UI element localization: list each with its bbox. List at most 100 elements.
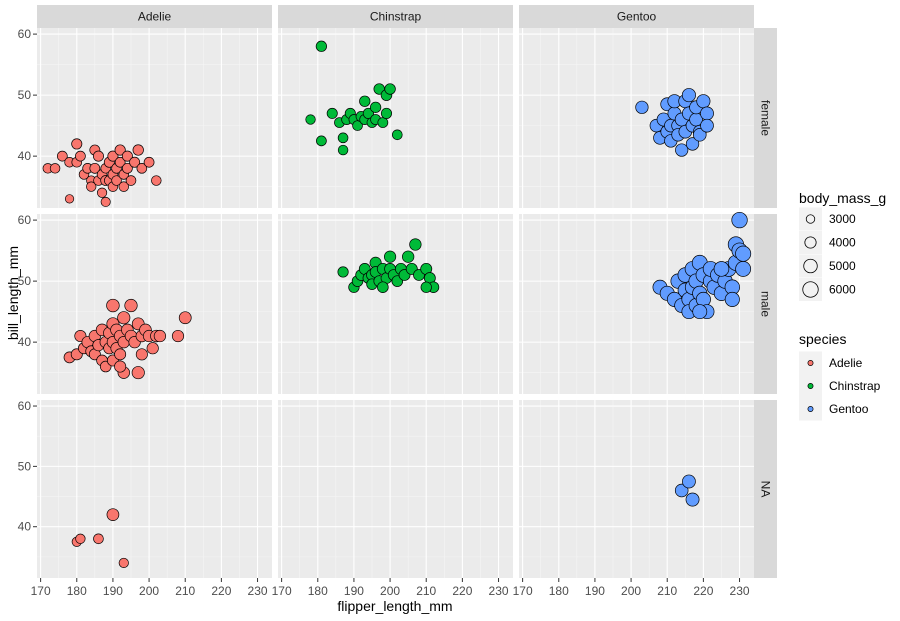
- species-legend-label: Chinstrap: [829, 379, 881, 393]
- strip-row-label: male: [759, 291, 773, 317]
- x-tick-label: 220: [452, 584, 472, 598]
- y-axis-title: bill_length_mm: [5, 246, 21, 340]
- y-tick-label: 60: [18, 27, 32, 41]
- strip-row-female: [754, 28, 777, 208]
- panel-background: [37, 400, 272, 578]
- data-point: [402, 250, 415, 263]
- data-point: [143, 156, 155, 168]
- x-tick-label: 200: [139, 584, 159, 598]
- size-legend-key-bg: [799, 254, 822, 278]
- size-legend-label: 5000: [829, 259, 856, 273]
- size-legend-key-bg: [799, 207, 822, 231]
- data-point: [685, 137, 700, 151]
- data-point: [384, 83, 396, 95]
- size-legend-label: 3000: [829, 212, 856, 226]
- strip-row-na: [754, 400, 777, 578]
- strip-col-label: Gentoo: [617, 10, 657, 24]
- data-point: [359, 95, 371, 107]
- data-point: [49, 163, 61, 174]
- panel-background: [278, 214, 513, 394]
- strip-col-adelie: [37, 5, 272, 28]
- data-point: [56, 150, 68, 162]
- data-point: [64, 194, 75, 204]
- size-legend-title: body_mass_g: [799, 190, 886, 206]
- species-legend-key: [807, 383, 814, 389]
- x-tick-label: 230: [489, 584, 509, 598]
- x-tick-label: 200: [380, 584, 400, 598]
- data-point: [337, 132, 349, 144]
- strip-col-chinstrap: [278, 5, 513, 28]
- data-point: [114, 156, 126, 168]
- panel-adelie-male: [37, 214, 272, 394]
- size-legend-key: [802, 281, 819, 298]
- legend-layer: body_mass_g 3000 4000 5000 6000 species Adelie…: [799, 190, 886, 421]
- x-tick-label: 170: [31, 584, 51, 598]
- data-point: [305, 114, 316, 125]
- data-point: [315, 40, 328, 52]
- data-point: [125, 175, 137, 186]
- panel-background: [519, 28, 754, 208]
- data-point: [135, 348, 148, 361]
- species-legend-title: species: [799, 331, 846, 347]
- x-tick-label: 180: [308, 584, 328, 598]
- data-point: [681, 88, 696, 103]
- data-point: [107, 150, 119, 162]
- data-point: [674, 483, 689, 498]
- strip-row-label: female: [759, 100, 773, 136]
- data-point: [380, 107, 393, 119]
- data-point: [124, 298, 138, 313]
- data-point: [735, 261, 752, 277]
- data-point: [352, 120, 363, 131]
- panel-background: [278, 28, 513, 208]
- data-point: [724, 291, 740, 307]
- x-tick-label: 180: [549, 584, 569, 598]
- data-point: [635, 100, 649, 114]
- panels-layer: Adelie Chinstrap Gentoo female male NA: [37, 5, 777, 578]
- data-point: [118, 557, 129, 568]
- y-tick-label: 40: [18, 520, 32, 534]
- data-point: [700, 118, 714, 133]
- data-point: [114, 360, 127, 373]
- data-point: [100, 196, 111, 207]
- data-point: [713, 261, 730, 277]
- strip-col-label: Adelie: [138, 10, 172, 24]
- x-tick-label: 230: [248, 584, 268, 598]
- data-point: [151, 175, 162, 186]
- x-tick-label: 210: [657, 584, 677, 598]
- data-point: [86, 181, 97, 192]
- data-point: [114, 144, 126, 156]
- species-legend-key: [807, 406, 814, 412]
- panel-gentoo-female: [519, 28, 754, 208]
- data-point: [131, 366, 145, 380]
- panel-background: [519, 214, 754, 394]
- data-point: [392, 129, 403, 141]
- strip-col-label: Chinstrap: [370, 10, 422, 24]
- size-legend-label: 6000: [829, 283, 856, 297]
- x-tick-label: 230: [730, 584, 750, 598]
- strip-col-gentoo: [519, 5, 754, 28]
- x-axis-title: flipper_length_mm: [337, 598, 452, 614]
- data-point: [692, 304, 708, 320]
- data-point: [117, 311, 131, 325]
- panel-chinstrap-male: [278, 214, 513, 394]
- data-point: [121, 150, 133, 162]
- panel-adelie-na: [37, 400, 272, 578]
- data-point: [377, 281, 389, 293]
- data-point: [178, 311, 192, 325]
- data-point: [316, 135, 327, 147]
- y-tick-label: 50: [18, 88, 32, 102]
- x-tick-label: 170: [272, 584, 292, 598]
- data-point: [146, 342, 159, 355]
- data-point: [337, 266, 349, 278]
- x-tick-label: 180: [67, 584, 87, 598]
- size-legend-key: [803, 258, 818, 274]
- axes-layer: 40 50 60 40 50 60 40 50 60 170 180 190 200 210 220 230 1…: [5, 27, 750, 614]
- data-point: [71, 138, 83, 150]
- x-tick-label: 210: [175, 584, 195, 598]
- data-point: [337, 144, 349, 156]
- panel-gentoo-na: [519, 400, 754, 578]
- species-legend-label: Gentoo: [829, 402, 869, 416]
- data-point: [384, 250, 397, 263]
- x-tick-label: 200: [621, 584, 641, 598]
- data-point: [106, 298, 120, 313]
